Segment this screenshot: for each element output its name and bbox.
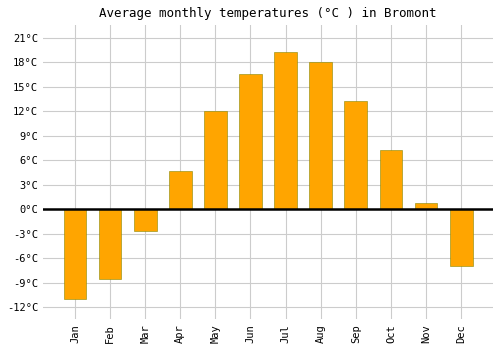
Bar: [274, 52, 297, 209]
Bar: [414, 203, 438, 209]
Bar: [310, 62, 332, 209]
Bar: [134, 209, 156, 231]
Bar: [344, 101, 368, 209]
Bar: [204, 111, 227, 209]
Bar: [450, 209, 472, 266]
Bar: [169, 171, 192, 209]
Bar: [239, 74, 262, 209]
Title: Average monthly temperatures (°C ) in Bromont: Average monthly temperatures (°C ) in Br…: [100, 7, 437, 20]
Bar: [64, 209, 86, 299]
Bar: [98, 209, 122, 279]
Bar: [380, 150, 402, 209]
